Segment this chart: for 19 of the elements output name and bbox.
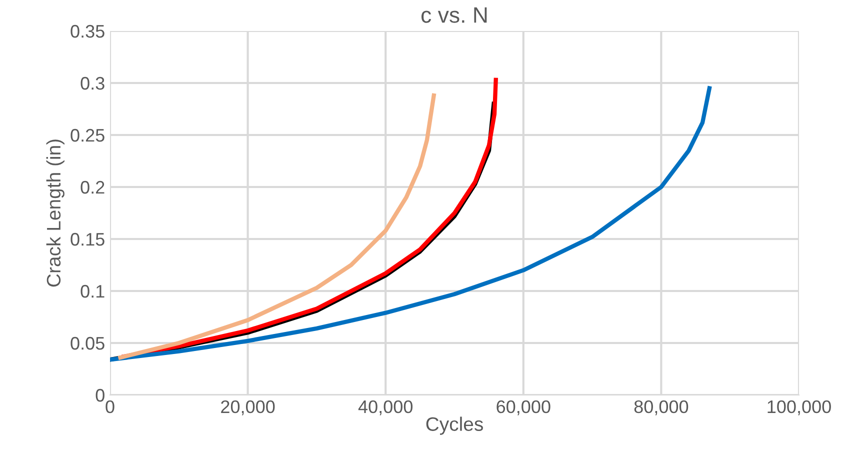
y-axis-title: Crack Length (in) bbox=[46, 140, 64, 287]
y-tick-label: 0.25 bbox=[70, 128, 104, 142]
y-tick-label: 0.15 bbox=[70, 232, 104, 246]
x-axis-title: Cycles bbox=[426, 416, 483, 435]
y-tick-label: 0.1 bbox=[80, 284, 104, 298]
x-tick-label: 100,000 bbox=[768, 400, 831, 416]
x-tick-label: 0 bbox=[106, 400, 114, 414]
y-tick-label: 0.2 bbox=[80, 180, 104, 194]
y-tick-label: 0.35 bbox=[70, 24, 104, 38]
line-series bbox=[118, 93, 436, 360]
x-tick-label: 20,000 bbox=[221, 400, 275, 416]
line-series bbox=[110, 86, 712, 362]
x-tick-label: 40,000 bbox=[358, 400, 413, 416]
chart-title: c vs. N bbox=[421, 7, 487, 23]
y-tick-label: 0 bbox=[96, 388, 104, 402]
y-tick-label: 0.05 bbox=[70, 336, 104, 350]
x-tick-label: 60,000 bbox=[496, 400, 550, 416]
x-tick-label: 80,000 bbox=[634, 400, 688, 416]
y-tick-label: 0.3 bbox=[80, 76, 104, 90]
